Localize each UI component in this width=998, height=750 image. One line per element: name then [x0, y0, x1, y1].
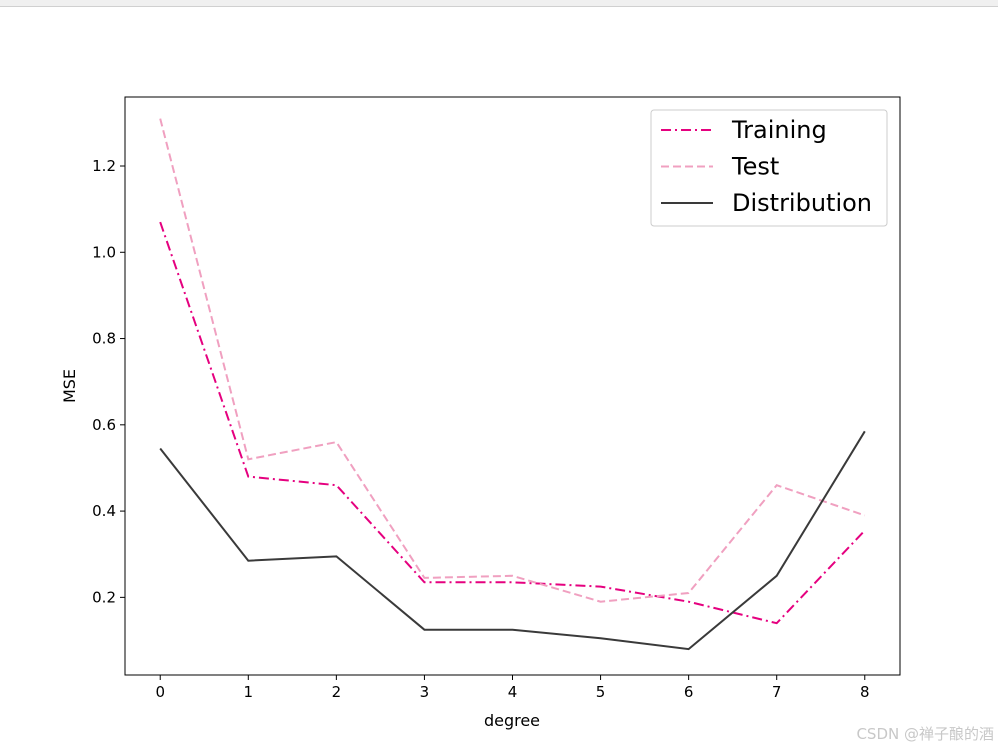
y-tick-label: 0.8: [92, 330, 116, 348]
legend: Training Test Distribution: [650, 109, 888, 227]
y-tick-label: 1.2: [92, 157, 116, 175]
x-tick-label: 6: [684, 683, 694, 701]
window-top-border: [0, 0, 998, 7]
y-tick-label: 0.6: [92, 416, 116, 434]
legend-frame: [650, 109, 888, 227]
x-tick-label: 3: [420, 683, 430, 701]
series-line-distribution: [159, 430, 866, 651]
y-tick-label: 0.4: [92, 502, 116, 520]
series-lines: [159, 118, 866, 651]
x-tick-label: 0: [155, 683, 165, 701]
x-tick-label: 7: [772, 683, 782, 701]
y-tick-label: 1.0: [92, 243, 116, 261]
x-tick-label: 2: [332, 683, 342, 701]
x-axis-label: degree: [484, 711, 540, 730]
legend-label-training: Training: [731, 116, 827, 144]
y-axis-label: MSE: [60, 369, 79, 403]
x-tick-label: 5: [596, 683, 606, 701]
series-line-test: [159, 118, 866, 603]
x-axis: 0 1 2 3 4 5 6 7 8: [155, 675, 870, 701]
watermark-text: CSDN @禅子酿的酒: [856, 725, 994, 743]
y-axis: 0.2 0.4 0.6 0.8 1.0 1.2: [92, 157, 125, 606]
x-tick-label: 1: [244, 683, 254, 701]
x-tick-label: 4: [508, 683, 518, 701]
x-tick-label: 8: [860, 683, 870, 701]
legend-label-test: Test: [731, 153, 779, 181]
series-line-training: [159, 221, 866, 625]
legend-label-distribution: Distribution: [732, 189, 872, 217]
y-tick-label: 0.2: [92, 588, 116, 606]
